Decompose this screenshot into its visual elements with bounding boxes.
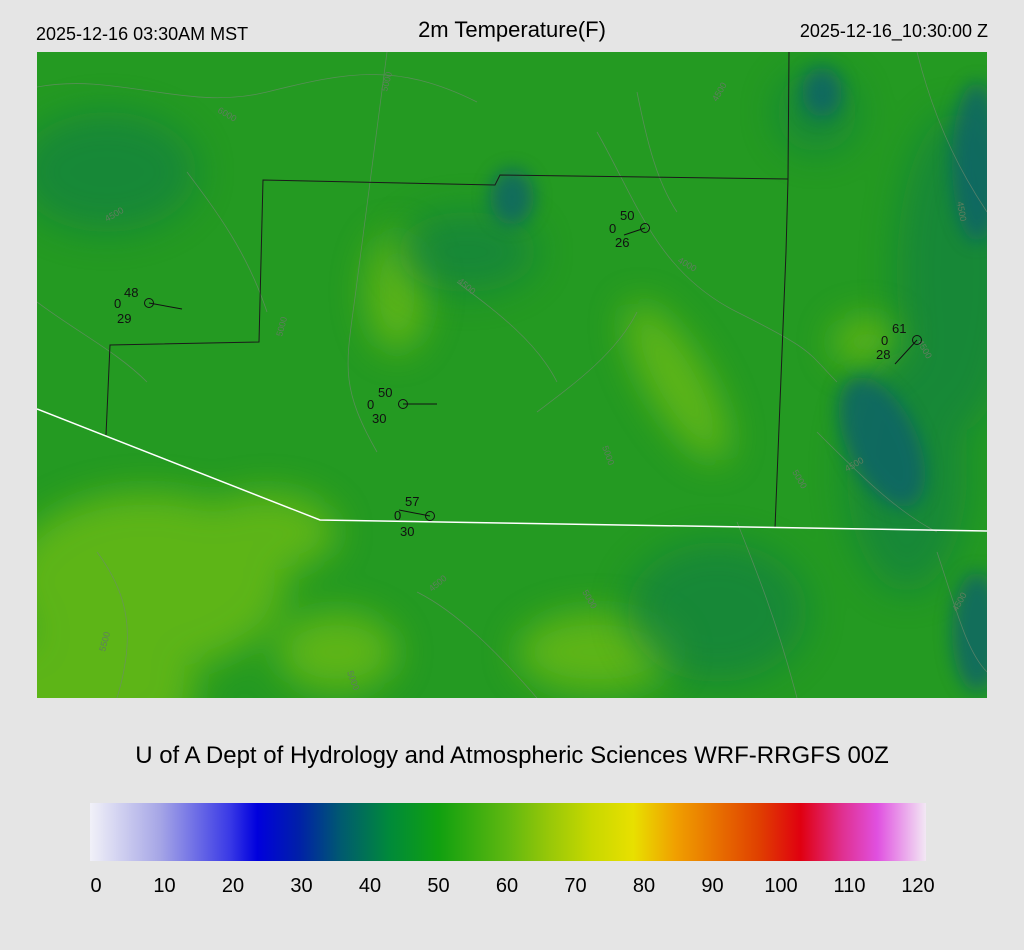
colorbar-tick: 40 — [358, 875, 382, 897]
local-time-label: 2025-12-16 03:30AM MST — [36, 24, 249, 44]
station-dew: 30 — [400, 524, 414, 539]
colorbar-tick: 110 — [833, 875, 866, 897]
station-mid: 0 — [881, 333, 888, 348]
county-boundary — [105, 174, 789, 436]
station-dew: 28 — [876, 347, 890, 362]
colorbar-tick: 50 — [427, 875, 450, 897]
station-plot: 48 0 29 — [114, 285, 183, 326]
credit-text: U of A Dept of Hydrology and Atmospheric… — [135, 742, 889, 769]
station-dew: 26 — [615, 235, 629, 250]
station-mid: 0 — [367, 397, 374, 412]
temperature-field-warm — [37, 232, 902, 698]
station-plot: 50 0 30 — [367, 385, 437, 426]
map-title: 2m Temperature(F) — [418, 17, 606, 42]
station-dew: 30 — [372, 411, 386, 426]
colorbar-tick: 10 — [153, 875, 176, 897]
colorbar-tick: 70 — [564, 875, 587, 897]
station-mid: 0 — [609, 221, 616, 236]
station-temp: 61 — [892, 321, 906, 336]
station-temp: 50 — [620, 208, 634, 223]
station-plot: 50 0 26 — [609, 208, 650, 250]
station-dew: 29 — [117, 311, 131, 326]
colorbar-tick: 120 — [901, 875, 935, 897]
station-temp: 57 — [405, 494, 419, 509]
station-plots: 48 0 29 50 0 26 61 0 28 50 — [114, 208, 922, 539]
colorbar-tick: 60 — [495, 875, 519, 897]
state-boundary — [37, 408, 987, 532]
colorbar-ticks: 0 10 20 30 40 50 60 70 80 90 100 110 120 — [0, 875, 1024, 901]
elevation-contours — [37, 52, 987, 698]
colorbar-tick: 20 — [221, 875, 245, 897]
station-mid: 0 — [114, 296, 121, 311]
colorbar-tick: 80 — [632, 875, 656, 897]
station-plot: 57 0 30 — [394, 494, 435, 539]
station-plot: 61 0 28 — [876, 321, 922, 365]
station-temp: 50 — [378, 385, 392, 400]
contour-label: 4500 — [955, 201, 968, 222]
colorbar-tick: 100 — [764, 875, 798, 897]
station-temp: 48 — [124, 285, 138, 300]
station-mid: 0 — [394, 508, 401, 523]
colorbar-tick: 0 — [90, 875, 102, 897]
colorbar-tick: 30 — [290, 875, 313, 897]
county-boundary — [774, 52, 790, 529]
county-boundaries — [105, 52, 790, 529]
temperature-colorbar — [90, 803, 926, 861]
temperature-map: 5000 4500 4000 4500 4500 5000 5000 4500 … — [37, 52, 987, 698]
colorbar-tick: 90 — [701, 875, 724, 897]
utc-time-label: 2025-12-16_10:30:00 Z — [799, 21, 988, 41]
